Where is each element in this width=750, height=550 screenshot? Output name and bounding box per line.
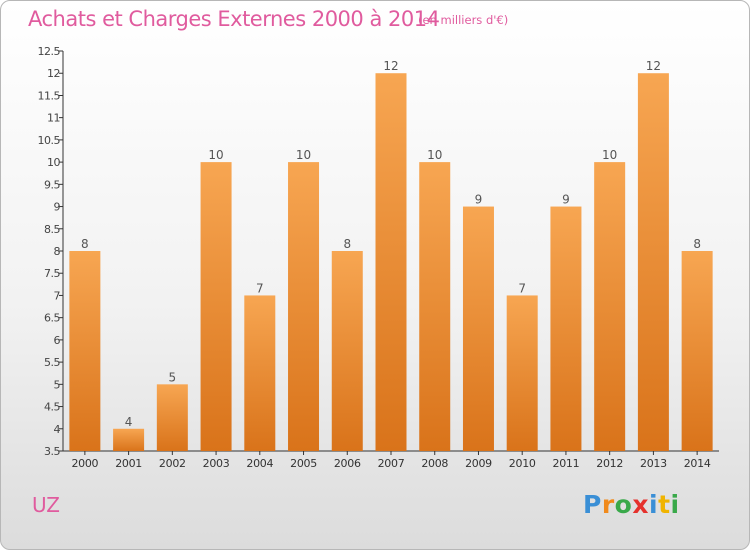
logo-letter: i [670,490,680,519]
bar-value-label: 10 [296,148,311,162]
x-tick-label: 2014 [684,457,711,470]
x-tick-label: 2009 [465,457,492,470]
x-tick-label: 2007 [378,457,405,470]
y-tick-label: 6 [54,334,61,347]
y-tick-label: 5 [54,378,61,391]
bar-value-label: 9 [475,193,483,207]
y-tick-label: 10.5 [38,134,61,147]
bar-value-label: 8 [81,237,89,251]
bar-value-label: 4 [125,415,133,429]
logo-letter: x [632,490,649,519]
logo-letter: r [601,490,615,519]
bar-value-label: 10 [427,148,442,162]
x-tick-label: 2003 [203,457,230,470]
bar-value-label: 9 [562,193,570,207]
x-tick-label: 2008 [421,457,448,470]
bar [331,251,363,451]
bar-value-label: 5 [169,370,177,384]
bar [156,384,188,451]
y-tick-label: 8.5 [44,223,60,236]
chart-title: Achats et Charges Externes 2000 à 2014 [28,7,440,31]
bar [200,162,232,451]
y-tick-label: 12.5 [38,45,61,58]
logo-letter: t [658,490,671,519]
logo-letter: o [614,490,633,519]
chart-subtitle: (en milliers d'€) [418,13,509,27]
x-tick-label: 2005 [290,457,317,470]
bar [288,162,320,451]
logo-letter: P [583,490,602,519]
y-tick-label: 8 [54,245,61,258]
x-tick-label: 2001 [115,457,142,470]
bar-value-label: 8 [343,237,351,251]
proxiti-logo[interactable]: Proxiti [583,490,680,519]
bar-value-label: 12 [646,59,661,73]
bar [244,295,276,451]
bar-value-label: 7 [518,281,526,295]
x-tick-label: 2006 [334,457,361,470]
y-tick-label: 10 [47,156,60,169]
bar [506,295,538,451]
x-tick-label: 2004 [246,457,273,470]
x-tick-label: 2012 [596,457,623,470]
bar-value-label: 8 [693,237,701,251]
bar [69,251,101,451]
bar-value-label: 7 [256,281,264,295]
bar [419,162,451,451]
bar [594,162,626,451]
bar-value-label: 10 [602,148,617,162]
bar [375,73,407,451]
y-tick-label: 11 [47,112,60,125]
y-tick-label: 9 [54,201,61,214]
y-tick-label: 3.5 [44,445,60,458]
bar [462,206,494,451]
y-tick-label: 4.5 [44,401,60,414]
x-tick-label: 2013 [640,457,667,470]
logo-letter: i [649,490,659,519]
y-tick-label: 7 [54,289,61,302]
bar [550,206,582,451]
x-tick-label: 2000 [71,457,98,470]
x-tick-label: 2010 [509,457,536,470]
y-tick-label: 9.5 [44,178,60,191]
bar [681,251,713,451]
x-tick-label: 2011 [553,457,580,470]
bar-value-label: 12 [383,59,398,73]
y-tick-label: 7.5 [44,267,60,280]
y-tick-label: 12 [47,67,60,80]
y-tick-label: 11.5 [38,89,61,102]
bar [637,73,669,451]
bar-value-label: 10 [208,148,223,162]
y-tick-label: 5.5 [44,356,60,369]
y-tick-label: 6.5 [44,312,60,325]
y-tick-label: 4 [54,423,61,436]
commune-name: UZ [32,493,60,517]
x-tick-label: 2002 [159,457,186,470]
bar [113,428,145,451]
